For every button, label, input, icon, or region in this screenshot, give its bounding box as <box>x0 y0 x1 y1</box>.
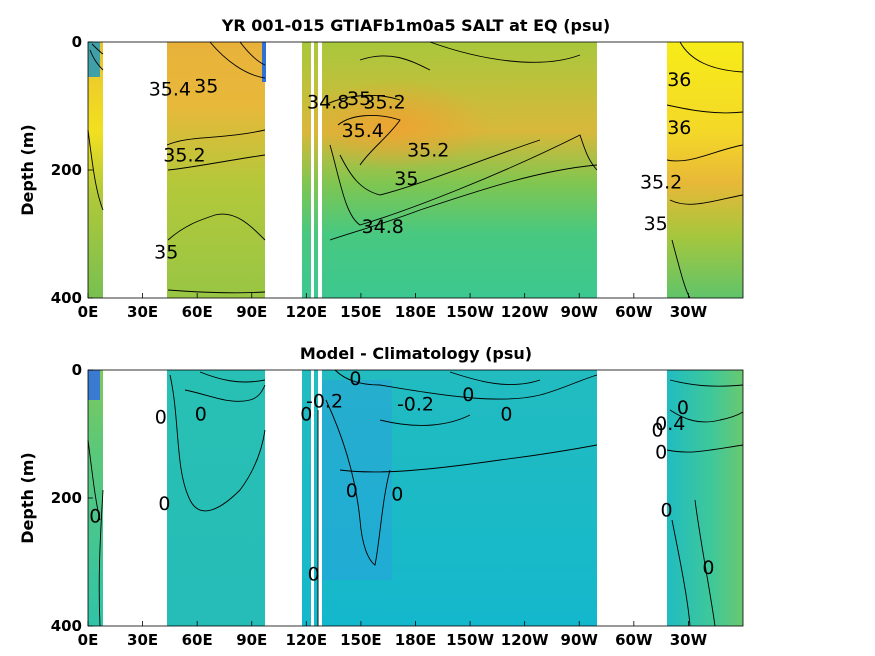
land-mask <box>282 42 300 298</box>
diff-east-atlantic-field <box>667 370 743 626</box>
diff-indian-field <box>167 370 265 626</box>
contour-label: 34.8 <box>362 216 404 238</box>
x-tick-label: 60W <box>615 303 653 321</box>
diff-panel-title: Model - Climatology (psu) <box>300 344 532 363</box>
y-tick-label: 200 <box>51 489 82 507</box>
x-tick-label: 150W <box>446 303 494 321</box>
x-tick-label: 0E <box>78 631 99 649</box>
contour-label: 35.2 <box>407 139 449 161</box>
contour-label: 35 <box>194 75 218 97</box>
y-tick-label: 200 <box>51 161 82 179</box>
contour-label: 0 <box>655 442 667 464</box>
x-tick-label: 30W <box>670 631 708 649</box>
x-tick-label: 120W <box>501 631 549 649</box>
contour-label: 35.4 <box>342 120 384 142</box>
y-tick-label: 400 <box>51 289 82 307</box>
x-tick-label: 90W <box>561 303 599 321</box>
contour-label: 35.2 <box>363 91 405 113</box>
land-mask <box>282 370 300 626</box>
diff-pacific-field <box>302 370 597 626</box>
salt-y-axis-label: Depth (m) <box>18 124 37 216</box>
contour-label: 35.2 <box>163 144 205 166</box>
x-tick-label: 150W <box>446 631 494 649</box>
diff-pacific-negative-tongue <box>322 380 392 580</box>
contour-label: 35 <box>644 213 668 235</box>
contour-label: 0 <box>500 403 512 425</box>
x-tick-label: 30W <box>670 303 708 321</box>
land-mask <box>311 370 314 626</box>
diff-contours <box>87 369 744 627</box>
y-tick-label: 0 <box>72 361 82 379</box>
contour-label: 0 <box>702 557 714 579</box>
contour-label: 35 <box>154 242 178 264</box>
x-tick-label: 60E <box>182 303 213 321</box>
contour-label: 34.8 <box>307 91 349 113</box>
x-tick-label: 150E <box>340 303 382 321</box>
contour-label: 0 <box>346 480 358 502</box>
contour-label: -0.2 <box>306 391 343 413</box>
x-tick-label: 30E <box>127 303 158 321</box>
salt-panel: YR 001-015 GTIAFb1m0a5 SALT at EQ (psu) <box>18 16 744 321</box>
contour-label: 0 <box>195 403 207 425</box>
y-tick-label: 0 <box>72 33 82 51</box>
low-salinity-patch <box>88 42 100 77</box>
land-mask <box>311 42 314 298</box>
x-tick-label: 90W <box>561 631 599 649</box>
x-tick-label: 120E <box>286 303 328 321</box>
contour-label: 35.4 <box>149 79 191 101</box>
diff-y-axis-label: Depth (m) <box>18 452 37 544</box>
x-tick-label: 90E <box>236 303 267 321</box>
x-tick-label: 120W <box>501 303 549 321</box>
y-tick-label: 400 <box>51 617 82 635</box>
salt-contours <box>87 41 744 299</box>
contour-label: 36 <box>667 117 691 139</box>
land-mask <box>318 42 322 298</box>
land-mask <box>318 370 322 626</box>
contour-label: 35 <box>347 88 371 110</box>
contour-label: 0 <box>391 483 403 505</box>
contour-label: 0 <box>651 419 663 441</box>
x-tick-label: 60E <box>182 631 213 649</box>
contour-label: 0 <box>158 493 170 515</box>
salt-east-atlantic-field <box>667 42 743 298</box>
x-tick-label: 90E <box>236 631 267 649</box>
salt-max-core <box>300 80 490 170</box>
contour-label: 0 <box>661 499 673 521</box>
x-tick-label: 180E <box>395 303 437 321</box>
contour-label: 0 <box>300 403 312 425</box>
contour-label: 0 <box>677 397 689 419</box>
low-salinity-patch <box>262 42 266 82</box>
x-tick-label: 120E <box>286 631 328 649</box>
contour-label: 0 <box>462 384 474 406</box>
contour-label: 35.2 <box>640 171 682 193</box>
salt-west-atlantic-field <box>88 42 103 298</box>
contour-label: 0 <box>155 407 167 429</box>
salt-pacific-field <box>302 42 597 298</box>
contour-label: 0 <box>349 368 361 390</box>
x-tick-label: 150E <box>340 631 382 649</box>
contour-label: 0.4 <box>655 413 685 435</box>
contour-label: 0 <box>89 506 101 528</box>
x-tick-label: 180E <box>395 631 437 649</box>
contour-label: 0 <box>308 563 320 585</box>
contour-label: 36 <box>667 69 691 91</box>
low-salinity-patch <box>88 370 100 400</box>
salt-indian-field <box>167 42 265 298</box>
x-tick-label: 0E <box>78 303 99 321</box>
diff-panel: Model - Climatology (psu) 0 <box>18 344 744 649</box>
x-tick-label: 60W <box>615 631 653 649</box>
x-tick-label: 30E <box>127 631 158 649</box>
contour-label: 35 <box>394 168 418 190</box>
contour-label: -0.2 <box>397 394 434 416</box>
salt-panel-title: YR 001-015 GTIAFb1m0a5 SALT at EQ (psu) <box>221 16 610 35</box>
